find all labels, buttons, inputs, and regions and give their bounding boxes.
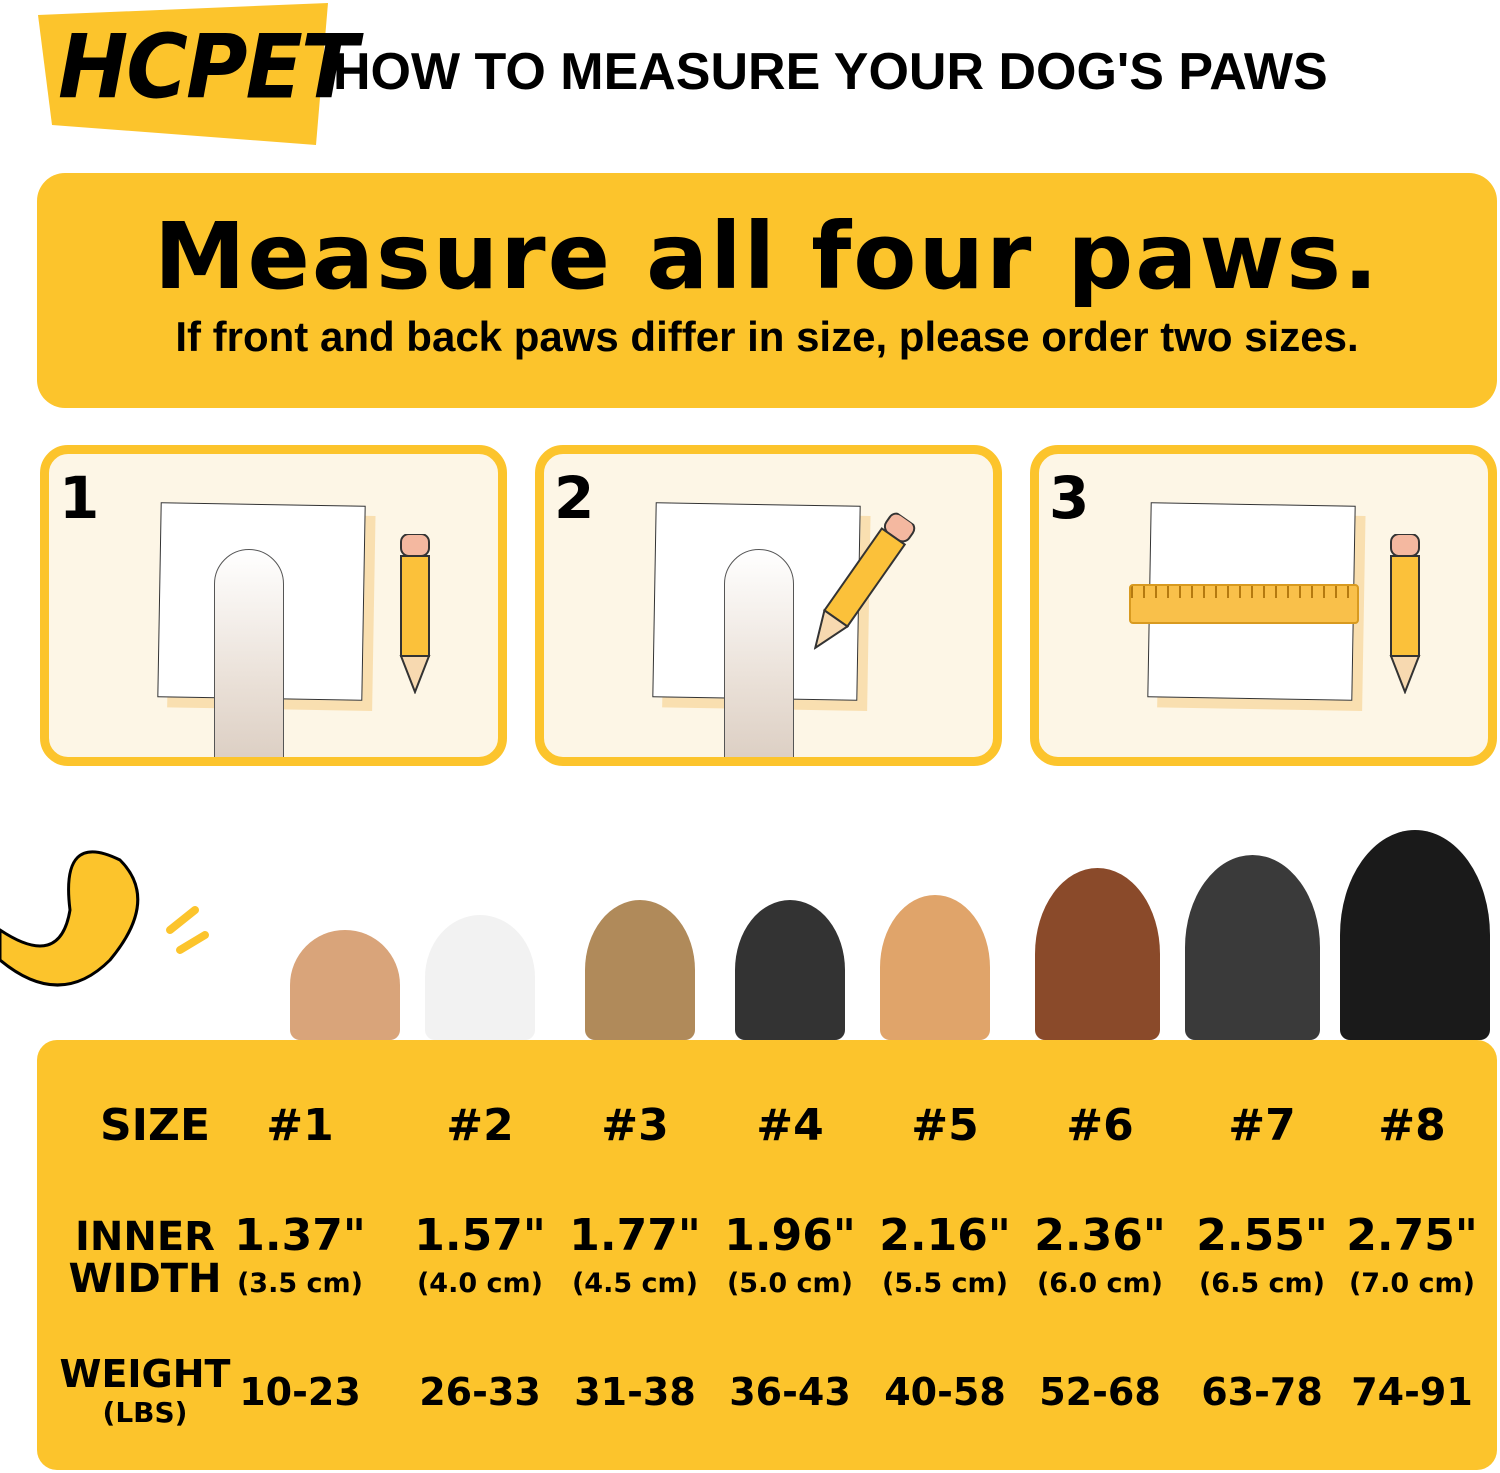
size-8-cm: (7.0 cm)	[1348, 1268, 1476, 1299]
size-7-cm: (6.5 cm)	[1198, 1268, 1326, 1299]
logo-background	[38, 3, 328, 145]
pencil-icon	[1389, 534, 1421, 694]
size-5-inch: 2.16"	[879, 1210, 1011, 1261]
size-5-cm: (5.5 cm)	[881, 1268, 1009, 1299]
step-2-panel: 2	[535, 445, 1002, 766]
dog-australian-shepherd-image	[1035, 868, 1160, 1040]
page-title: HOW TO MEASURE YOUR DOG'S PAWS	[333, 43, 1328, 101]
size-4-size: #4	[756, 1100, 824, 1151]
size-1-cm: (3.5 cm)	[236, 1268, 364, 1299]
inner-width-label: INNER WIDTH	[69, 1216, 222, 1300]
step-number: 2	[554, 464, 595, 532]
dog-paw-illustration	[214, 549, 284, 757]
size-1-weight: 10-23	[239, 1370, 361, 1414]
size-7-weight: 63-78	[1201, 1370, 1323, 1414]
size-3-cm: (4.5 cm)	[571, 1268, 699, 1299]
decorative-swoosh	[0, 850, 209, 987]
dog-chihuahua-image	[290, 930, 400, 1040]
step-3-panel: 3	[1030, 445, 1497, 766]
size-7-size: #7	[1228, 1100, 1296, 1151]
dog-schnauzer-image	[735, 900, 845, 1040]
size-7-inch: 2.55"	[1196, 1210, 1328, 1261]
size-8-inch: 2.75"	[1346, 1210, 1478, 1261]
inner-label: INNER	[75, 1214, 215, 1260]
pencil-icon	[399, 534, 431, 694]
dog-rottweiler-image	[1340, 830, 1490, 1040]
step-1-panel: 1	[40, 445, 507, 766]
info-banner: Measure all four paws. If front and back…	[37, 173, 1497, 408]
size-3-inch: 1.77"	[569, 1210, 701, 1261]
weight-row-label: WEIGHT (LBS)	[60, 1352, 231, 1429]
size-2-inch: 1.57"	[414, 1210, 546, 1261]
size-8-size: #8	[1378, 1100, 1446, 1151]
weight-label: WEIGHT	[59, 1352, 231, 1396]
brand-logo: HCPET	[58, 15, 358, 119]
banner-headline: Measure all four paws.	[153, 203, 1381, 310]
size-2-size: #2	[446, 1100, 514, 1151]
size-1-size: #1	[266, 1100, 334, 1151]
lbs-label: (LBS)	[102, 1396, 188, 1429]
size-3-size: #3	[601, 1100, 669, 1151]
size-row-label: SIZE	[99, 1100, 211, 1151]
size-1-inch: 1.37"	[234, 1210, 366, 1261]
size-6-weight: 52-68	[1039, 1370, 1161, 1414]
size-6-cm: (6.0 cm)	[1036, 1268, 1164, 1299]
size-6-size: #6	[1066, 1100, 1134, 1151]
size-8-weight: 74-91	[1351, 1370, 1473, 1414]
size-4-cm: (5.0 cm)	[726, 1268, 854, 1299]
ruler-illustration	[1129, 584, 1359, 624]
size-3-weight: 31-38	[574, 1370, 696, 1414]
step-number: 1	[59, 464, 100, 532]
size-2-cm: (4.0 cm)	[416, 1268, 544, 1299]
size-5-size: #5	[911, 1100, 979, 1151]
banner-subtitle: If front and back paws differ in size, p…	[175, 313, 1359, 360]
dog-yorkie-image	[585, 900, 695, 1040]
step-number: 3	[1049, 464, 1090, 532]
dog-husky-image	[1185, 855, 1320, 1040]
size-4-weight: 36-43	[729, 1370, 851, 1414]
dog-paw-illustration	[724, 549, 794, 757]
size-6-inch: 2.36"	[1034, 1210, 1166, 1261]
dog-bichon-image	[425, 915, 535, 1040]
size-chart-table: SIZE INNER WIDTH WEIGHT (LBS) #1 1.37" (3.5 …	[37, 1040, 1497, 1470]
size-5-weight: 40-58	[884, 1370, 1006, 1414]
size-2-weight: 26-33	[419, 1370, 541, 1414]
size-4-inch: 1.96"	[724, 1210, 856, 1261]
pencil-icon	[813, 512, 916, 651]
dog-shiba-image	[880, 895, 990, 1040]
width-label: WIDTH	[68, 1256, 222, 1302]
